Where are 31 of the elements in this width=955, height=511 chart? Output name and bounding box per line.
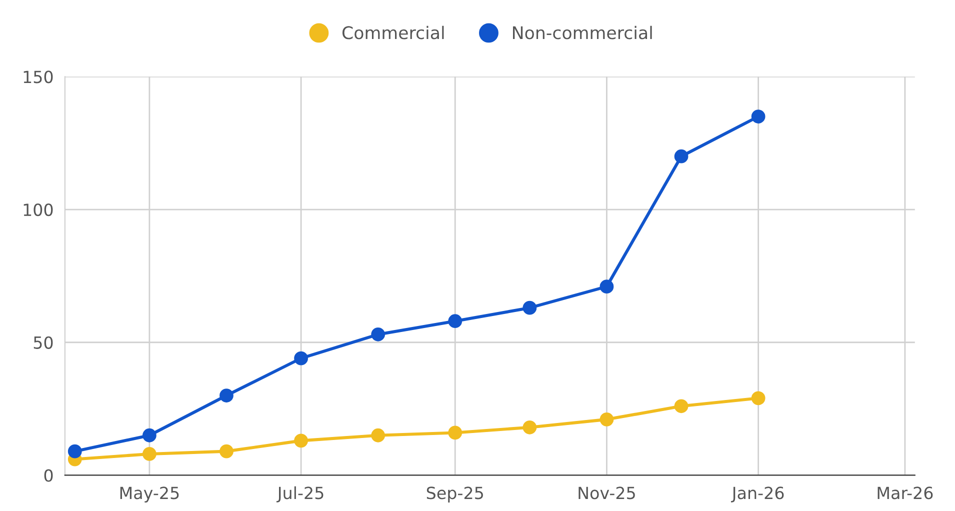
y-tick-label: 100 xyxy=(24,203,53,216)
point xyxy=(522,420,537,434)
point xyxy=(448,426,462,440)
point xyxy=(674,149,688,164)
point xyxy=(448,314,462,328)
y-tick-label: 150 xyxy=(24,70,53,84)
x-tick-label: Sep-25 xyxy=(426,486,483,502)
point xyxy=(68,444,82,458)
point xyxy=(522,300,537,315)
point xyxy=(674,399,688,414)
point xyxy=(220,444,234,458)
point xyxy=(142,428,156,442)
point xyxy=(600,280,614,294)
point xyxy=(294,351,308,366)
point xyxy=(600,412,614,426)
point xyxy=(371,428,386,442)
x-tick-label: May-25 xyxy=(120,486,179,502)
legend-label: Non-commercial xyxy=(513,26,652,40)
point xyxy=(220,388,234,402)
x-tick-label: Mar-26 xyxy=(878,486,933,500)
legend-label: Commercial xyxy=(342,26,444,40)
x-tick-label: Jul-25 xyxy=(276,486,324,502)
point xyxy=(371,327,386,342)
point xyxy=(751,110,766,124)
x-tick-label: Jan-26 xyxy=(731,486,784,502)
point xyxy=(751,391,766,406)
y-tick-label: 50 xyxy=(34,336,53,349)
point xyxy=(142,447,156,461)
y-tick-label: 0 xyxy=(44,469,53,482)
x-tick-label: Nov-25 xyxy=(578,486,635,500)
point xyxy=(294,434,308,448)
